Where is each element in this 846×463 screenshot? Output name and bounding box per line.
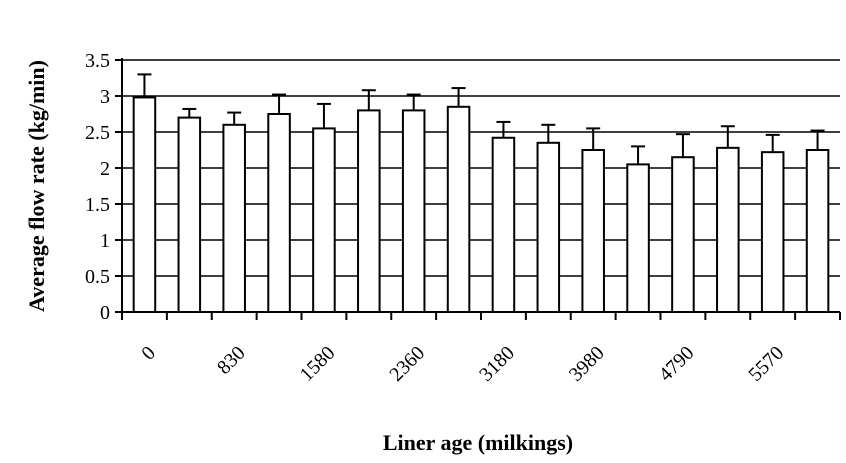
- x-tick-label-4: 3180: [475, 342, 519, 386]
- x-tick-label-2: 1580: [296, 342, 340, 386]
- bar-13: [716, 146, 740, 313]
- bar-3: [267, 113, 291, 313]
- error-bars: [137, 73, 825, 165]
- y-axis-label: Average flow rate (kg/min): [24, 60, 49, 312]
- y-tick-label-2: 1: [100, 230, 110, 252]
- x-axis-ticks: 0 830 1580 2360 3180 3980 4790 5570: [121, 312, 841, 386]
- x-tick-label-1: 830: [213, 342, 250, 379]
- y-tick-label-3: 1.5: [85, 194, 110, 216]
- x-tick-label-6: 4790: [655, 342, 699, 386]
- y-tick-label-4: 2: [100, 158, 110, 180]
- bar-10: [581, 149, 605, 313]
- y-tick-label-5: 2.5: [85, 122, 110, 144]
- bar-6: [401, 109, 426, 314]
- bar-9: [536, 141, 561, 313]
- bar-2: [222, 123, 246, 313]
- bar-0: [132, 96, 157, 313]
- y-tick-label-7: 3.5: [85, 50, 110, 72]
- x-axis-label: Liner age (milkings): [383, 430, 573, 455]
- bar-1: [177, 116, 202, 313]
- bar-8: [491, 136, 516, 313]
- y-tick-label-6: 3: [100, 86, 110, 108]
- bar-7: [446, 105, 471, 313]
- bar-4: [312, 127, 336, 313]
- bar-11: [626, 163, 650, 313]
- y-tick-label-1: 0.5: [85, 266, 110, 288]
- bar-5: [357, 109, 381, 314]
- x-tick-label-5: 3980: [565, 342, 609, 386]
- y-axis-ticks: 0 0.5 1 1.5 2 2.5 3 3.5: [85, 50, 122, 324]
- y-tick-label-0: 0: [100, 302, 110, 324]
- bar-14: [760, 151, 785, 313]
- bar-12: [671, 156, 695, 313]
- x-tick-label-7: 5570: [744, 342, 788, 386]
- bar-15: [805, 149, 830, 313]
- x-tick-label-3: 2360: [385, 342, 429, 386]
- x-tick-label-0: 0: [137, 342, 160, 365]
